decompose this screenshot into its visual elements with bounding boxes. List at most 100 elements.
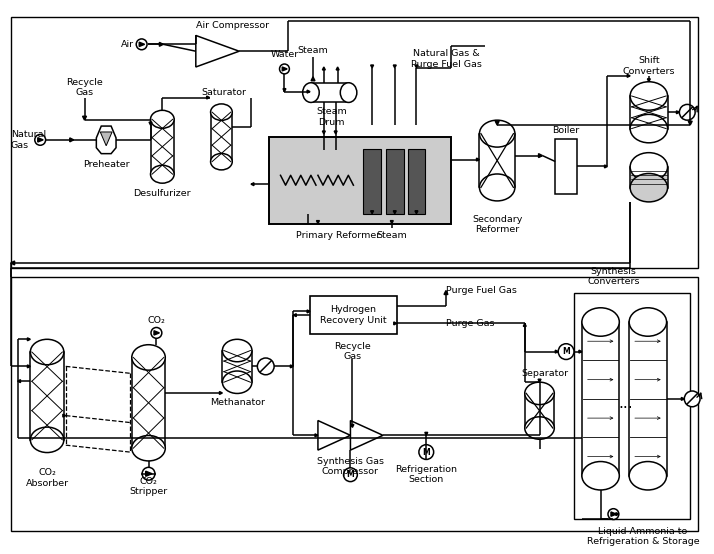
Text: CO₂
Stripper: CO₂ Stripper bbox=[129, 476, 168, 496]
Polygon shape bbox=[415, 65, 418, 68]
Circle shape bbox=[151, 327, 162, 338]
Bar bbox=[525, 393, 554, 428]
Circle shape bbox=[608, 509, 619, 520]
Circle shape bbox=[680, 104, 695, 120]
Text: Steam
Drum: Steam Drum bbox=[316, 107, 347, 127]
Bar bbox=[630, 167, 668, 188]
Polygon shape bbox=[139, 42, 145, 47]
Bar bbox=[31, 352, 64, 440]
Text: M: M bbox=[346, 470, 354, 479]
Text: Synthesis
Converters: Synthesis Converters bbox=[587, 266, 640, 286]
Polygon shape bbox=[579, 350, 582, 353]
Polygon shape bbox=[146, 471, 152, 476]
Ellipse shape bbox=[222, 339, 252, 362]
Polygon shape bbox=[371, 65, 373, 68]
Ellipse shape bbox=[630, 173, 668, 202]
Polygon shape bbox=[555, 350, 558, 353]
Polygon shape bbox=[444, 290, 448, 295]
Ellipse shape bbox=[630, 114, 668, 143]
Polygon shape bbox=[538, 153, 543, 157]
Bar bbox=[222, 351, 252, 382]
Text: Preheater: Preheater bbox=[83, 160, 129, 168]
Polygon shape bbox=[611, 512, 616, 516]
Text: Steam: Steam bbox=[376, 232, 407, 240]
Text: Water: Water bbox=[271, 50, 298, 59]
Polygon shape bbox=[676, 111, 680, 114]
Text: Recycle
Gas: Recycle Gas bbox=[334, 342, 371, 361]
Text: Liquid Ammonia to
Refrigeration & Storage: Liquid Ammonia to Refrigeration & Storag… bbox=[587, 527, 699, 546]
Text: Synthesis Gas
Compressor: Synthesis Gas Compressor bbox=[317, 457, 384, 476]
Text: CO₂: CO₂ bbox=[148, 316, 166, 325]
Ellipse shape bbox=[211, 153, 232, 170]
Bar bbox=[151, 119, 174, 174]
Text: M: M bbox=[423, 448, 430, 456]
Text: Refrigeration
Section: Refrigeration Section bbox=[396, 465, 457, 484]
Polygon shape bbox=[393, 65, 396, 68]
Bar bbox=[582, 322, 619, 476]
Text: Secondary
Reformer: Secondary Reformer bbox=[472, 215, 523, 234]
Polygon shape bbox=[425, 432, 428, 435]
Polygon shape bbox=[523, 324, 526, 326]
Ellipse shape bbox=[582, 461, 619, 490]
Bar bbox=[311, 83, 348, 102]
Polygon shape bbox=[83, 116, 86, 120]
Bar bbox=[408, 148, 426, 214]
Ellipse shape bbox=[582, 308, 619, 336]
Circle shape bbox=[142, 468, 155, 480]
Polygon shape bbox=[307, 310, 310, 313]
Polygon shape bbox=[605, 165, 608, 168]
Polygon shape bbox=[159, 42, 164, 47]
Polygon shape bbox=[627, 74, 630, 78]
Polygon shape bbox=[291, 365, 293, 368]
Bar bbox=[386, 148, 403, 214]
Ellipse shape bbox=[341, 83, 357, 102]
Text: Natural Gas &
Purge Fuel Gas: Natural Gas & Purge Fuel Gas bbox=[411, 49, 481, 69]
Polygon shape bbox=[351, 420, 383, 450]
Polygon shape bbox=[393, 211, 396, 214]
Bar bbox=[268, 137, 451, 224]
Polygon shape bbox=[70, 138, 74, 142]
Bar bbox=[11, 277, 698, 531]
Text: M: M bbox=[562, 347, 570, 356]
Polygon shape bbox=[293, 314, 296, 317]
Text: Boiler: Boiler bbox=[553, 126, 580, 135]
Polygon shape bbox=[282, 67, 287, 71]
Text: Air Compressor: Air Compressor bbox=[196, 20, 268, 29]
Polygon shape bbox=[681, 397, 684, 401]
Bar bbox=[555, 139, 577, 194]
Ellipse shape bbox=[303, 83, 319, 102]
Ellipse shape bbox=[31, 339, 64, 365]
Polygon shape bbox=[315, 434, 318, 437]
Polygon shape bbox=[18, 379, 21, 383]
Polygon shape bbox=[371, 211, 373, 214]
Ellipse shape bbox=[132, 435, 165, 461]
Bar bbox=[132, 357, 165, 448]
Bar bbox=[310, 296, 397, 334]
Text: CO₂
Absorber: CO₂ Absorber bbox=[26, 468, 69, 488]
Polygon shape bbox=[394, 322, 397, 325]
Polygon shape bbox=[63, 414, 66, 417]
Polygon shape bbox=[307, 90, 310, 93]
Polygon shape bbox=[476, 158, 480, 161]
Text: Purge Fuel Gas: Purge Fuel Gas bbox=[446, 286, 517, 295]
Bar bbox=[574, 293, 690, 519]
Polygon shape bbox=[11, 261, 14, 265]
Polygon shape bbox=[219, 392, 222, 394]
Circle shape bbox=[419, 445, 433, 459]
Polygon shape bbox=[415, 211, 418, 214]
Circle shape bbox=[136, 39, 147, 50]
Text: Air: Air bbox=[121, 40, 134, 49]
Bar bbox=[363, 148, 381, 214]
Bar bbox=[630, 96, 668, 129]
Ellipse shape bbox=[629, 461, 667, 490]
Circle shape bbox=[35, 135, 46, 145]
Text: Purge Gas: Purge Gas bbox=[446, 319, 495, 328]
Bar bbox=[629, 322, 667, 476]
Ellipse shape bbox=[630, 153, 668, 181]
Text: Methanator: Methanator bbox=[210, 398, 265, 407]
Polygon shape bbox=[251, 183, 254, 186]
Text: Hydrogen
Recovery Unit: Hydrogen Recovery Unit bbox=[320, 305, 387, 325]
Circle shape bbox=[558, 343, 574, 360]
Polygon shape bbox=[27, 338, 31, 341]
Text: Steam: Steam bbox=[298, 46, 328, 55]
